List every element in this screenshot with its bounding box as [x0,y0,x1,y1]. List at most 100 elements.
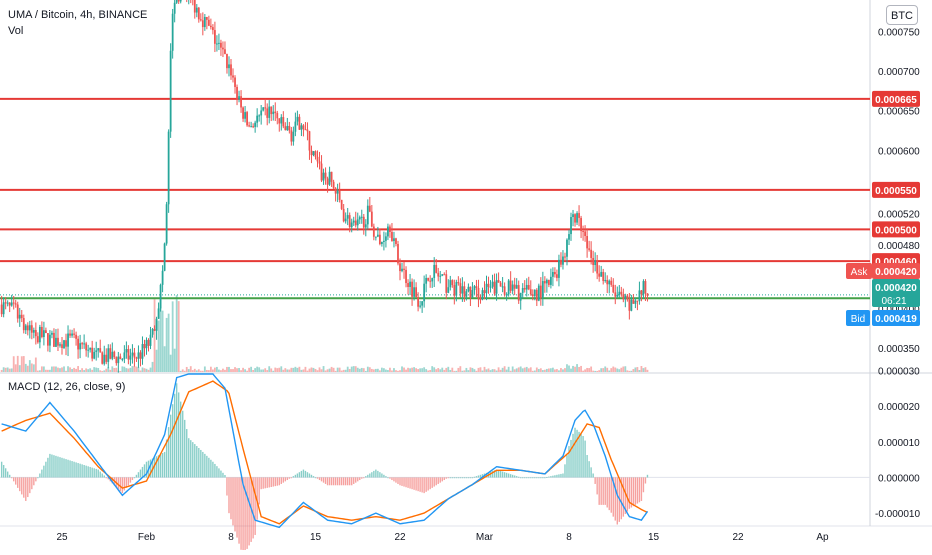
candle-body [216,43,218,45]
candle-body [513,284,516,289]
volume-bar [240,370,242,372]
macd-histogram-bar [477,475,480,478]
volume-bar [463,370,466,372]
macd-histogram-bar [612,477,614,517]
macd-histogram-bar [600,477,602,505]
macd-histogram-bar [254,477,256,535]
macd-tick-label: 0.000030 [878,366,920,377]
candle-body [141,344,144,359]
currency-badge[interactable]: BTC [886,5,918,25]
volume-bar [32,364,35,372]
macd-histogram-bar [85,465,87,478]
volume-bar [423,367,426,372]
time-axis[interactable]: 25 Feb 8 15 22 Mar 8 15 22 Ap [56,532,829,543]
volume-bar [346,366,349,372]
candle-body [119,356,122,360]
candle-body [592,257,595,266]
candle-body [364,224,367,228]
volume-bar [161,310,164,372]
macd-histogram-bar [13,477,15,482]
candle-body [171,13,174,51]
macd-histogram-bar [15,477,17,485]
volume-bar [330,366,333,372]
volume-bar [294,366,297,372]
macd-histogram-bar [459,477,462,479]
candle-body [139,352,142,359]
macd-histogram-bar [522,477,524,479]
volume-legend[interactable]: Vol [8,25,24,37]
macd-histogram-bar [167,427,170,478]
macd-histogram-bar [473,476,476,478]
volume-bar [582,370,584,372]
volume-bar [34,357,37,372]
macd-histogram-bar [626,477,629,512]
macd-histogram-bar [8,474,11,478]
candle-body [578,213,580,218]
volume-bar [209,366,212,372]
volume-bar [614,367,617,372]
volume-bar [316,370,319,372]
candle-body [602,271,605,281]
macd-histogram-bar [155,456,158,478]
macd-histogram-bar [190,440,192,478]
volume-bar [433,367,436,372]
candle-body [330,171,333,182]
macd-histogram-bar [43,465,45,478]
candle-body [558,259,560,278]
candle-body [566,239,568,257]
volume-bar [616,368,619,372]
candle-body [350,222,353,228]
candle-body [51,332,53,335]
macd-histogram-bar [314,477,317,479]
candle-body [549,276,552,285]
volume-bar [207,370,210,372]
macd-histogram-bar [614,477,616,521]
candle-body [495,280,498,294]
macd-histogram-bar [226,477,228,496]
macd-histogram-bar [544,477,546,479]
macd-histogram-bar [121,477,124,494]
symbol-legend[interactable]: UMA / Bitcoin, 4h, BINANCE [8,9,148,21]
macd-histogram-bar [266,477,268,488]
candle-body [159,284,162,309]
candle-body [195,7,198,13]
candle-body [391,231,393,241]
candle-body [145,339,148,349]
macd-histogram-bar [143,464,146,478]
volume-bar [20,356,23,372]
volume-bar [517,367,520,372]
macd-histogram-bar [196,446,198,478]
candle-body [123,352,126,359]
time-tick-label: 22 [732,532,744,543]
volume-bar [137,367,140,372]
candle-body [316,156,319,162]
macd-histogram-bar [222,472,224,478]
horizontal-levels[interactable] [0,97,870,300]
macd-histogram-bar [604,477,606,505]
candle-body [53,332,55,347]
macd-histogram-bar [405,477,407,488]
macd-histogram-bar [288,477,291,479]
macd-legend[interactable]: MACD (12, 26, close, 9) [8,381,126,393]
macd-histogram-bar [425,477,427,492]
volume-bar [143,368,146,372]
macd-tick-label: 0.000020 [878,402,920,413]
macd-tick-label: 0.000000 [878,473,920,484]
macd-histogram-bar [455,477,458,479]
volume-bar [475,370,478,372]
macd-histogram-bar [87,466,89,478]
macd-histogram-bar [218,468,220,478]
volume-bar [558,370,560,372]
volume-bar [109,369,112,372]
candle-body [493,281,496,294]
candle-body [523,287,526,290]
macd-histogram-bar [538,477,540,479]
time-tick-label: 15 [310,532,322,543]
time-tick-label: 22 [394,532,406,543]
macd-histogram-bar [310,474,313,478]
macd-histogram-bar [532,477,534,479]
macd-histogram-bar [153,457,156,478]
macd-histogram-bar [284,477,287,482]
